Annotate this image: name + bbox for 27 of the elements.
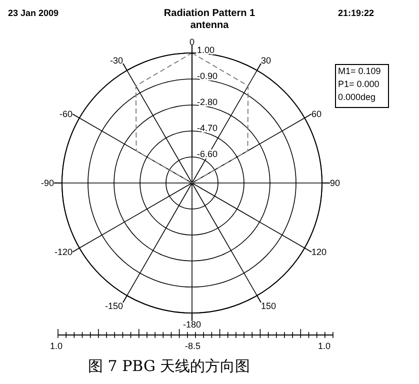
- spoke-label: -90: [40, 178, 54, 188]
- text: M1= 0.109: [338, 66, 381, 76]
- text: 0.000deg: [338, 92, 376, 102]
- spoke-label: 150: [261, 300, 276, 311]
- spoke-label: 120: [312, 247, 327, 258]
- text: 1.0: [318, 341, 331, 351]
- spoke-label: -30: [110, 55, 123, 66]
- text: 1.0: [50, 341, 63, 351]
- y-tick-label: -0.90: [197, 71, 218, 81]
- caption: 图 7 PBG 天线的方向图: [88, 357, 250, 376]
- spoke-label: -150: [104, 300, 123, 311]
- spoke-label: -180: [182, 319, 202, 330]
- spoke-label: 60: [312, 109, 322, 120]
- y-tick-label: -2.80: [197, 97, 218, 107]
- spoke-label: -120: [54, 247, 72, 258]
- spoke-label: 30: [261, 55, 272, 66]
- chart-title: Radiation Pattern 1: [164, 8, 256, 19]
- text: 21:19:22: [338, 8, 374, 18]
- text: -8.5: [185, 341, 201, 351]
- spoke-label: 0: [189, 37, 195, 47]
- text: P1= 0.000: [338, 79, 380, 89]
- chart-subtitle: antenna: [189, 20, 230, 32]
- y-tick-label: -4.70: [197, 123, 218, 133]
- y-tick-label: 1.00: [197, 45, 215, 55]
- spoke-label: 90: [330, 178, 340, 188]
- text: 23 Jan 2009: [8, 8, 59, 18]
- spoke-label: -60: [59, 109, 72, 120]
